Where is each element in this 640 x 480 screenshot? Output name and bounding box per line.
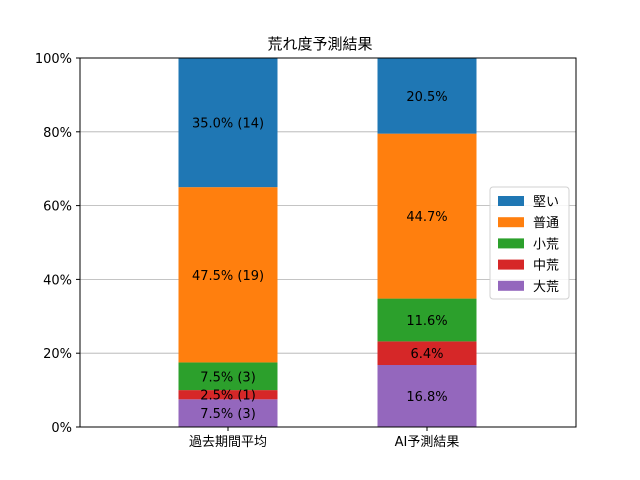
bar-value-label: 35.0% (14): [192, 117, 264, 132]
chart-title: 荒れ度予測結果: [267, 35, 372, 53]
bar-segment: [377, 58, 477, 134]
y-tick-label: 100%: [35, 52, 72, 67]
y-axis: 0% 20% 40% 60% 80% 100%: [35, 52, 80, 436]
legend-label: 普通: [533, 216, 559, 231]
bar-segment: [178, 399, 278, 427]
bar-value-label: 7.5% (3): [200, 407, 256, 422]
y-tick-label: 0%: [51, 421, 72, 436]
legend-label: 大荒: [533, 280, 559, 295]
bar-value-label: 47.5% (19): [192, 269, 264, 284]
x-tick-label: 過去期間平均: [189, 435, 267, 450]
bar-segment: [377, 341, 477, 366]
bar-value-label: 6.4%: [410, 347, 443, 362]
legend-label: 堅い: [533, 195, 559, 210]
x-tick-label: AI予測結果: [395, 435, 460, 450]
bar-segment: [377, 298, 477, 342]
bar-segment: [178, 187, 278, 363]
plot-frame: [79, 57, 577, 428]
bar-segment: [178, 390, 278, 400]
bar-segment: [377, 133, 477, 299]
bar-value-label: 11.6%: [406, 314, 447, 329]
legend-label: 小荒: [533, 237, 559, 252]
bar-value-label: 20.5%: [406, 90, 447, 105]
bar-value-label: 7.5% (3): [200, 370, 256, 385]
bar-value-label: 44.7%: [406, 210, 447, 225]
bar-value-label: 2.5% (1): [200, 389, 256, 404]
legend-swatch: [498, 196, 524, 206]
legend-swatch: [498, 280, 524, 291]
y-tick-label: 20%: [43, 347, 72, 362]
bar-value-label: 16.8%: [406, 390, 447, 405]
y-tick-label: 60%: [43, 200, 72, 215]
bar-segment: [377, 365, 477, 427]
y-tick-label: 80%: [43, 126, 72, 141]
bars: [178, 58, 477, 427]
bar-segment: [178, 362, 278, 391]
legend-swatch: [498, 259, 524, 270]
legend-swatch: [498, 238, 524, 249]
bar-segment: [178, 58, 278, 188]
y-tick-label: 40%: [43, 273, 72, 288]
legend-label: 中荒: [533, 259, 559, 274]
bar-labels: 7.5% (3) 2.5% (1) 7.5% (3) 47.5% (19) 35.0% …: [192, 90, 448, 422]
x-axis: 過去期間平均 AI予測結果: [189, 427, 459, 450]
legend-box: [489, 186, 570, 300]
legend-swatch: [498, 217, 524, 228]
